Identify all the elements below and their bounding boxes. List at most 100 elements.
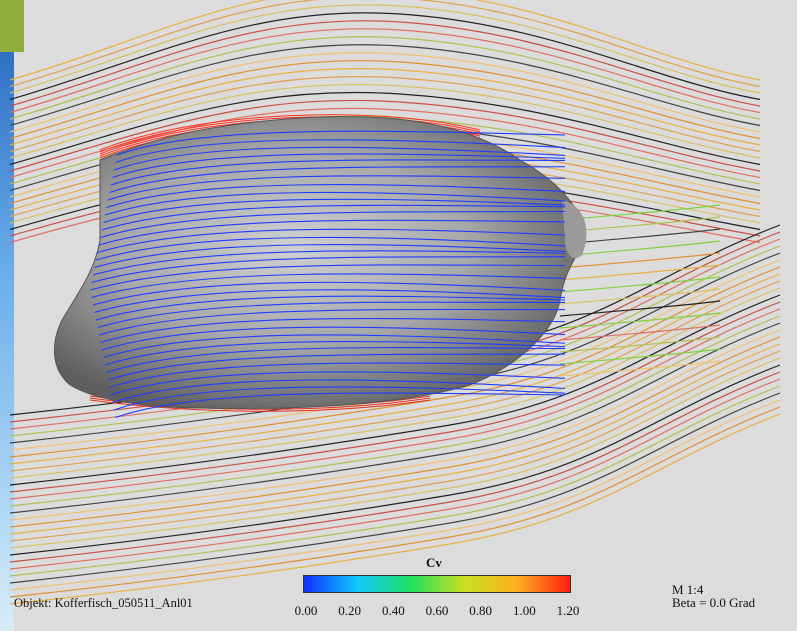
streamline [559, 264, 721, 281]
streamline [9, 60, 761, 140]
streamline [9, 287, 781, 479]
streamline [9, 399, 781, 591]
streamline [9, 322, 781, 514]
streamline [9, 294, 781, 486]
streamline [9, 371, 781, 563]
surface-streamline [104, 341, 566, 366]
streamline [9, 343, 781, 535]
surface-streamline [100, 317, 566, 344]
surface-streamline [94, 244, 566, 269]
streamline [559, 276, 721, 293]
surface-streamline [109, 166, 566, 194]
surface-streamline [103, 334, 566, 359]
streamline [559, 336, 721, 353]
streamline [559, 324, 721, 341]
streamline [559, 288, 721, 305]
surface-streamline [101, 204, 566, 231]
streamline [9, 273, 781, 465]
surface-streamline [113, 146, 566, 171]
surface-streamline [112, 379, 566, 404]
streamline [559, 300, 721, 317]
surface-streamline [104, 191, 566, 216]
streamline [9, 413, 781, 605]
streamline [9, 266, 781, 458]
scale-label: M 1:4 [672, 582, 704, 597]
colorbar-tick-label: 1.20 [556, 603, 580, 618]
streamline [9, 385, 781, 577]
surface-streamline [101, 326, 566, 351]
colorbar-tick-label: 1.00 [512, 603, 536, 618]
surface-streamline [98, 219, 566, 246]
surface-streamline [116, 130, 566, 156]
streamline [9, 83, 761, 159]
streamline [559, 348, 721, 365]
surface-streamline [106, 184, 566, 209]
surface-streamline [109, 362, 566, 389]
streamline [9, 28, 761, 114]
surface-streamline [110, 371, 566, 396]
beta-angle-label: Beta = 0.0 Grad [672, 595, 756, 610]
surface-streamline [98, 308, 566, 336]
streamline [99, 116, 481, 153]
surface-streamlines [89, 130, 566, 419]
streamline [9, 67, 761, 146]
streamline [9, 280, 781, 472]
surface-streamline [91, 273, 566, 299]
streamline [9, 36, 761, 120]
streamline [9, 301, 781, 493]
streamline [9, 336, 781, 528]
surface-streamline [92, 250, 566, 276]
object-label: Objekt: Kofferfisch_050511_Anl01 [14, 596, 193, 610]
streamline [9, 99, 761, 172]
surface-streamline [91, 256, 566, 284]
surface-streamline [89, 264, 566, 291]
surface-streamline [97, 301, 566, 329]
streamline [9, 44, 761, 127]
colorbar-tick-label: 0.60 [425, 603, 449, 618]
streamline [9, 357, 781, 549]
streamline [99, 114, 481, 151]
streamline [89, 399, 431, 412]
surface-streamline [113, 386, 566, 411]
colorbar-tick-label: 0.00 [294, 603, 318, 618]
top-left-foliage [0, 0, 24, 52]
streamline [9, 0, 761, 81]
streamline [9, 20, 761, 107]
surface-streamline [115, 139, 566, 164]
surface-streamline [110, 159, 566, 186]
colorbar-tick-label: 0.80 [469, 603, 493, 618]
streamline [9, 406, 781, 598]
surface-streamline [100, 210, 566, 239]
surface-streamline [107, 175, 566, 201]
surface-streamline [103, 198, 566, 224]
surface-streamline [106, 347, 566, 374]
colorbar-tick-label: 0.20 [338, 603, 362, 618]
streamline [9, 12, 761, 101]
streamline [559, 360, 721, 377]
streamline [9, 392, 781, 584]
surface-streamline [95, 236, 566, 261]
streamline [9, 308, 781, 500]
streamline [9, 4, 761, 94]
surface-streamline [92, 281, 566, 306]
streamline [9, 364, 781, 556]
surface-streamline [97, 228, 566, 254]
streamline [9, 329, 781, 521]
streamline [9, 107, 761, 179]
surface-streamline [95, 295, 566, 321]
surface-streamline [115, 392, 566, 419]
streamline [559, 312, 721, 329]
streamline [559, 252, 721, 269]
streamline [9, 52, 761, 133]
colorbar-legend [303, 575, 571, 593]
streamline [9, 75, 761, 153]
streamline [9, 91, 761, 166]
streamline [9, 378, 781, 570]
surface-streamline [107, 353, 566, 381]
colorbar-title: Cv [426, 555, 442, 570]
boxfish-body [53, 116, 587, 409]
surface-streamline [94, 289, 566, 314]
streamline [9, 0, 761, 88]
streamline [9, 350, 781, 542]
